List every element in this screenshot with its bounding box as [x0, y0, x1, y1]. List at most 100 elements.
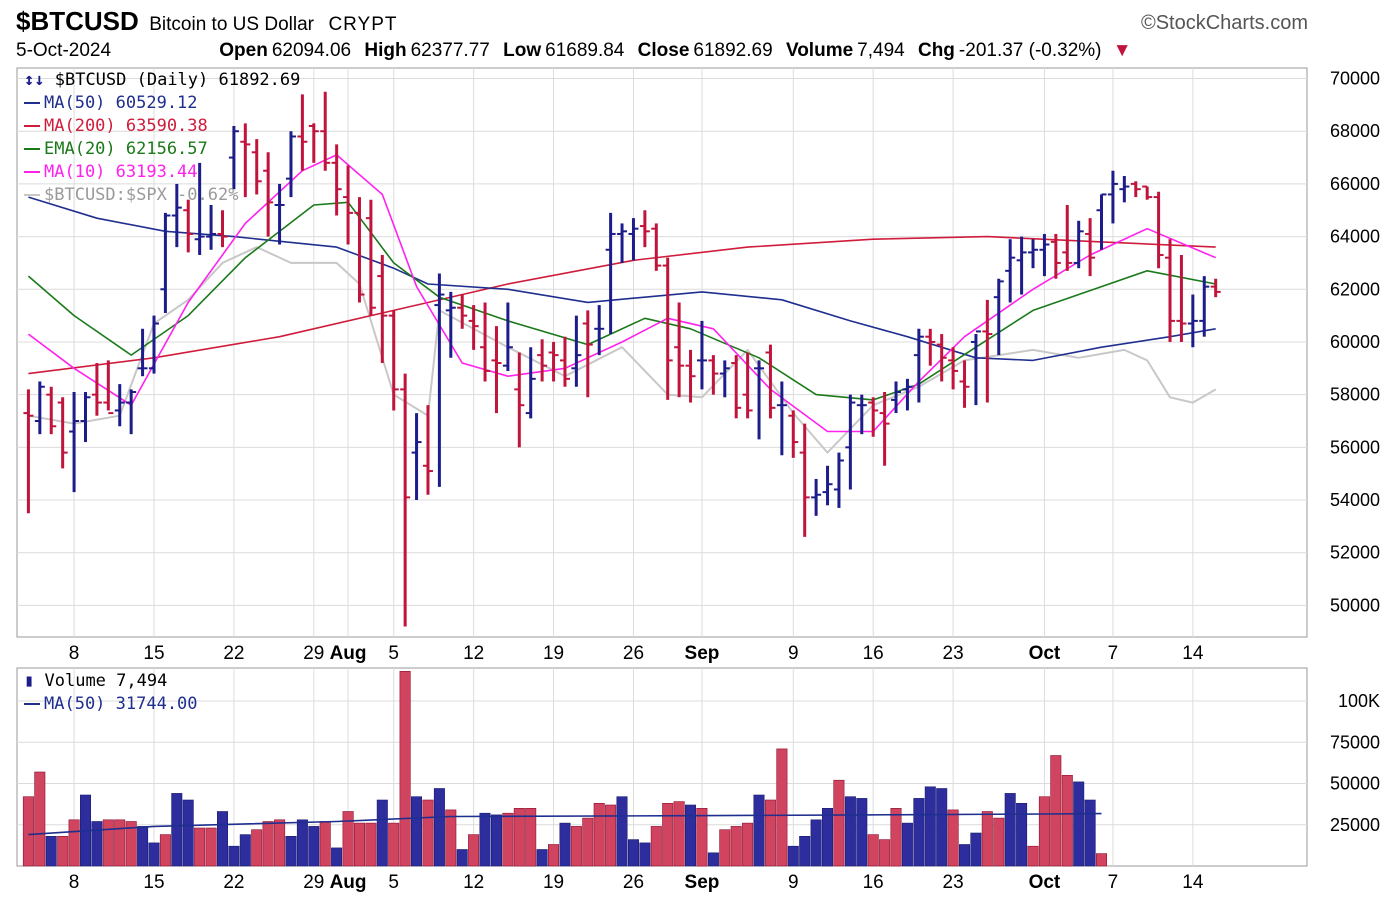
open-label: Open [219, 40, 268, 61]
price-axis-label: 62000 [1330, 279, 1380, 299]
series-line-ema20 [27, 201, 1216, 401]
volume-bar [1027, 845, 1039, 867]
volume-bar [730, 826, 742, 867]
price-axis-label: 50000 [1330, 595, 1380, 615]
volume-bar [844, 796, 856, 867]
volume-bar [1038, 796, 1050, 867]
volume-bar [742, 822, 754, 867]
volume-bar [490, 814, 502, 867]
volume-bar [342, 811, 354, 867]
ma10-swatch-icon [24, 171, 40, 173]
price-axis-label: 54000 [1330, 490, 1380, 510]
volume-bar [547, 844, 559, 867]
chg-value: -201.37 (-0.32%) [958, 40, 1102, 61]
volume-bar [251, 829, 263, 867]
volume-bar [753, 794, 765, 867]
volume-date-label: Oct [1029, 872, 1061, 893]
volume-bar [593, 802, 605, 867]
legend-spx-text: $BTCUSD:$SPX -0.62% [44, 185, 239, 205]
volume-bar [650, 826, 662, 867]
volume-bar [1061, 774, 1073, 867]
volume-bar [34, 771, 46, 867]
volume-bar [102, 819, 114, 867]
volume-bar [479, 812, 491, 867]
series-line-spx [28, 246, 1217, 454]
price-date-label: 8 [69, 643, 80, 664]
legend-ma200: MA(200) 63590.38 [24, 115, 300, 138]
price-axis-label: 70000 [1330, 69, 1380, 89]
close-value: 61892.69 [693, 40, 773, 61]
volume-date-label: 26 [623, 872, 644, 893]
volume-bar [45, 835, 57, 867]
volume-date-label: 14 [1182, 872, 1204, 893]
volume-bar [901, 822, 913, 867]
legend-price-text: $BTCUSD (Daily) 61892.69 [54, 70, 301, 90]
volume-date-label: 8 [69, 872, 80, 893]
volume-bar [639, 842, 651, 867]
volume-bar [22, 796, 34, 867]
volume-bar [376, 799, 388, 867]
brand-watermark[interactable]: ©StockCharts.com [1140, 12, 1308, 34]
volume-bar [331, 847, 343, 867]
volume-bar [764, 799, 776, 867]
price-date-label: 16 [863, 643, 884, 664]
volume-bar [662, 802, 674, 867]
volume-bar [502, 812, 514, 867]
chg-down-icon: ▼ [1112, 40, 1132, 61]
legend-volume: ▮ Volume 7,494 [24, 670, 198, 693]
volume-date-label: Sep [685, 872, 720, 893]
legend-vol-ma50: MA(50) 31744.00 [24, 693, 198, 716]
volume-label: Volume [785, 40, 854, 61]
volume-bar [958, 844, 970, 867]
volume-bar [570, 826, 582, 867]
price-date-label: 29 [303, 643, 324, 664]
volume-bar [1016, 802, 1028, 867]
price-axis-label: 64000 [1330, 227, 1380, 247]
volume-date-label: 23 [943, 872, 964, 893]
volume-bar [981, 811, 993, 867]
volume-bar [707, 852, 719, 867]
price-date-label: 14 [1182, 643, 1204, 664]
chg-label: Chg [917, 40, 955, 61]
volume-bar [513, 807, 525, 867]
volume-date-label: 29 [303, 872, 324, 893]
volume-bar [68, 819, 80, 867]
volume-bar [1096, 853, 1108, 867]
volume-bar [296, 819, 308, 867]
price-date-label: 15 [143, 643, 164, 664]
volume-ma-line [28, 812, 1102, 836]
price-axis-label: 68000 [1330, 121, 1380, 141]
legend-ma200-text: MA(200) 63590.38 [44, 116, 208, 136]
volume-date-label: 12 [463, 872, 484, 893]
volume-bar [970, 832, 982, 867]
volume-date-label: Aug [330, 872, 367, 893]
legend-ema20: EMA(20) 62156.57 [24, 138, 300, 161]
legend-ma10: MA(10) 63193.44 [24, 161, 300, 184]
volume-bar [159, 834, 171, 867]
price-axis-label: 52000 [1330, 543, 1380, 563]
volume-bar [319, 821, 331, 867]
symbol-exchange: CRYPT [328, 14, 398, 35]
volume-bar [616, 796, 628, 867]
quote-date: 5-Oct-2024 [16, 40, 112, 61]
price-axis-label: 58000 [1330, 385, 1380, 405]
volume-date-label: 16 [863, 872, 884, 893]
volume-bar [399, 670, 411, 867]
ma200-swatch-icon [24, 125, 40, 127]
ohlc-values: Open 62094.06 High 62377.77 Low 61689.84 Cl… [211, 40, 1131, 61]
volume-bar [879, 839, 891, 867]
volume-bar [137, 826, 149, 867]
price-panel [16, 67, 1308, 638]
volume-bar [171, 793, 183, 867]
volume-bar [228, 845, 240, 867]
volume-bar [890, 807, 902, 867]
volume-bar [525, 807, 537, 867]
volume-bar [776, 748, 788, 867]
volume-bar [57, 835, 69, 867]
chart-header: $BTCUSD Bitcoin to US Dollar CRYPT [16, 6, 398, 40]
volume-bar [239, 834, 251, 867]
symbol-title: $BTCUSD [16, 6, 139, 36]
volume-bar [262, 821, 274, 867]
volume-bar [947, 809, 959, 867]
